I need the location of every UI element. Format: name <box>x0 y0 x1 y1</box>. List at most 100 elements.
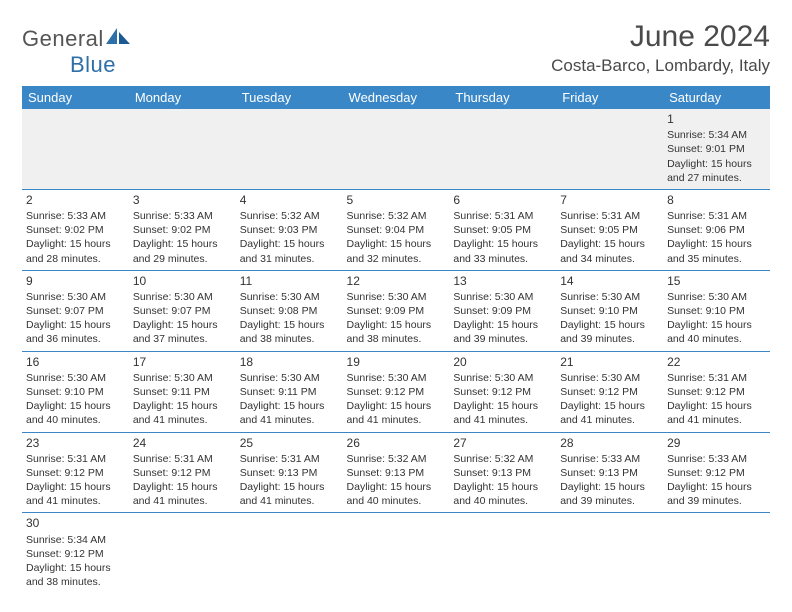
day-detail: Sunrise: 5:30 AM <box>453 371 552 385</box>
day-detail: Daylight: 15 hours <box>26 480 125 494</box>
day-detail: Sunrise: 5:31 AM <box>453 209 552 223</box>
calendar-cell: 29Sunrise: 5:33 AMSunset: 9:12 PMDayligh… <box>663 432 770 513</box>
day-detail: Sunset: 9:13 PM <box>453 466 552 480</box>
day-detail: Daylight: 15 hours <box>347 237 446 251</box>
day-detail: and 40 minutes. <box>26 413 125 427</box>
day-detail: and 33 minutes. <box>453 252 552 266</box>
day-detail: Sunset: 9:12 PM <box>453 385 552 399</box>
day-detail: and 41 minutes. <box>240 494 339 508</box>
day-detail: Sunset: 9:01 PM <box>667 142 766 156</box>
day-detail: Sunset: 9:11 PM <box>133 385 232 399</box>
day-detail: Sunrise: 5:34 AM <box>26 533 125 547</box>
calendar-cell: 11Sunrise: 5:30 AMSunset: 9:08 PMDayligh… <box>236 270 343 351</box>
day-number: 25 <box>240 435 339 451</box>
day-detail: and 41 minutes. <box>453 413 552 427</box>
day-detail: Sunrise: 5:34 AM <box>667 128 766 142</box>
day-number: 8 <box>667 192 766 208</box>
calendar-cell: 13Sunrise: 5:30 AMSunset: 9:09 PMDayligh… <box>449 270 556 351</box>
day-number: 7 <box>560 192 659 208</box>
day-detail: Sunrise: 5:33 AM <box>667 452 766 466</box>
weekday-header: Wednesday <box>343 86 450 109</box>
calendar-cell: 24Sunrise: 5:31 AMSunset: 9:12 PMDayligh… <box>129 432 236 513</box>
day-number: 4 <box>240 192 339 208</box>
day-detail: Daylight: 15 hours <box>560 237 659 251</box>
day-detail: Daylight: 15 hours <box>26 399 125 413</box>
sail-icon <box>106 28 130 46</box>
day-detail: Sunset: 9:12 PM <box>667 385 766 399</box>
day-detail: Daylight: 15 hours <box>453 237 552 251</box>
day-detail: Sunrise: 5:32 AM <box>240 209 339 223</box>
day-detail: Sunrise: 5:30 AM <box>133 290 232 304</box>
day-detail: Sunset: 9:10 PM <box>26 385 125 399</box>
day-detail: Sunset: 9:13 PM <box>560 466 659 480</box>
day-number: 29 <box>667 435 766 451</box>
day-detail: Daylight: 15 hours <box>560 318 659 332</box>
weekday-header-row: Sunday Monday Tuesday Wednesday Thursday… <box>22 86 770 109</box>
day-detail: Sunrise: 5:30 AM <box>26 290 125 304</box>
day-detail: Sunrise: 5:31 AM <box>133 452 232 466</box>
location: Costa-Barco, Lombardy, Italy <box>551 56 770 76</box>
day-detail: and 35 minutes. <box>667 252 766 266</box>
day-detail: Daylight: 15 hours <box>667 237 766 251</box>
calendar-table: Sunday Monday Tuesday Wednesday Thursday… <box>22 86 770 593</box>
day-detail: and 40 minutes. <box>347 494 446 508</box>
day-detail: Sunrise: 5:30 AM <box>347 290 446 304</box>
day-detail: Daylight: 15 hours <box>347 399 446 413</box>
calendar-cell <box>236 513 343 593</box>
calendar-cell: 21Sunrise: 5:30 AMSunset: 9:12 PMDayligh… <box>556 351 663 432</box>
day-detail: Sunrise: 5:30 AM <box>240 371 339 385</box>
day-number: 26 <box>347 435 446 451</box>
calendar-cell: 6Sunrise: 5:31 AMSunset: 9:05 PMDaylight… <box>449 189 556 270</box>
day-detail: and 31 minutes. <box>240 252 339 266</box>
day-detail: Sunrise: 5:30 AM <box>560 371 659 385</box>
day-number: 22 <box>667 354 766 370</box>
calendar-row: 1Sunrise: 5:34 AMSunset: 9:01 PMDaylight… <box>22 109 770 189</box>
logo-general: General <box>22 26 104 51</box>
day-detail: Sunrise: 5:30 AM <box>347 371 446 385</box>
header: GeneralBlue June 2024 Costa-Barco, Lomba… <box>22 20 770 78</box>
day-detail: Sunrise: 5:31 AM <box>26 452 125 466</box>
day-number: 20 <box>453 354 552 370</box>
day-detail: and 34 minutes. <box>560 252 659 266</box>
day-number: 12 <box>347 273 446 289</box>
day-detail: Sunset: 9:07 PM <box>26 304 125 318</box>
weekday-header: Saturday <box>663 86 770 109</box>
day-detail: Sunrise: 5:31 AM <box>667 209 766 223</box>
day-number: 9 <box>26 273 125 289</box>
day-detail: Daylight: 15 hours <box>240 480 339 494</box>
day-detail: Sunrise: 5:32 AM <box>453 452 552 466</box>
calendar-cell: 27Sunrise: 5:32 AMSunset: 9:13 PMDayligh… <box>449 432 556 513</box>
calendar-cell: 14Sunrise: 5:30 AMSunset: 9:10 PMDayligh… <box>556 270 663 351</box>
weekday-header: Thursday <box>449 86 556 109</box>
day-detail: Sunrise: 5:31 AM <box>560 209 659 223</box>
day-detail: and 27 minutes. <box>667 171 766 185</box>
logo-text: GeneralBlue <box>22 26 130 78</box>
day-detail: Sunrise: 5:33 AM <box>26 209 125 223</box>
calendar-cell: 25Sunrise: 5:31 AMSunset: 9:13 PMDayligh… <box>236 432 343 513</box>
day-detail: Sunrise: 5:30 AM <box>667 290 766 304</box>
day-detail: and 29 minutes. <box>133 252 232 266</box>
weekday-header: Sunday <box>22 86 129 109</box>
day-detail: and 37 minutes. <box>133 332 232 346</box>
day-detail: Sunset: 9:12 PM <box>347 385 446 399</box>
day-detail: Daylight: 15 hours <box>667 318 766 332</box>
day-detail: and 39 minutes. <box>560 332 659 346</box>
day-number: 18 <box>240 354 339 370</box>
day-detail: Sunset: 9:12 PM <box>560 385 659 399</box>
day-detail: Sunset: 9:06 PM <box>667 223 766 237</box>
calendar-cell: 5Sunrise: 5:32 AMSunset: 9:04 PMDaylight… <box>343 189 450 270</box>
day-detail: Sunset: 9:08 PM <box>240 304 339 318</box>
calendar-cell: 9Sunrise: 5:30 AMSunset: 9:07 PMDaylight… <box>22 270 129 351</box>
day-number: 1 <box>667 111 766 127</box>
day-detail: and 39 minutes. <box>560 494 659 508</box>
calendar-row: 16Sunrise: 5:30 AMSunset: 9:10 PMDayligh… <box>22 351 770 432</box>
day-number: 19 <box>347 354 446 370</box>
calendar-cell <box>343 513 450 593</box>
calendar-cell: 26Sunrise: 5:32 AMSunset: 9:13 PMDayligh… <box>343 432 450 513</box>
day-detail: and 39 minutes. <box>453 332 552 346</box>
day-number: 24 <box>133 435 232 451</box>
day-detail: Daylight: 15 hours <box>453 399 552 413</box>
day-detail: Sunrise: 5:30 AM <box>453 290 552 304</box>
day-detail: and 41 minutes. <box>26 494 125 508</box>
calendar-cell: 30Sunrise: 5:34 AMSunset: 9:12 PMDayligh… <box>22 513 129 593</box>
